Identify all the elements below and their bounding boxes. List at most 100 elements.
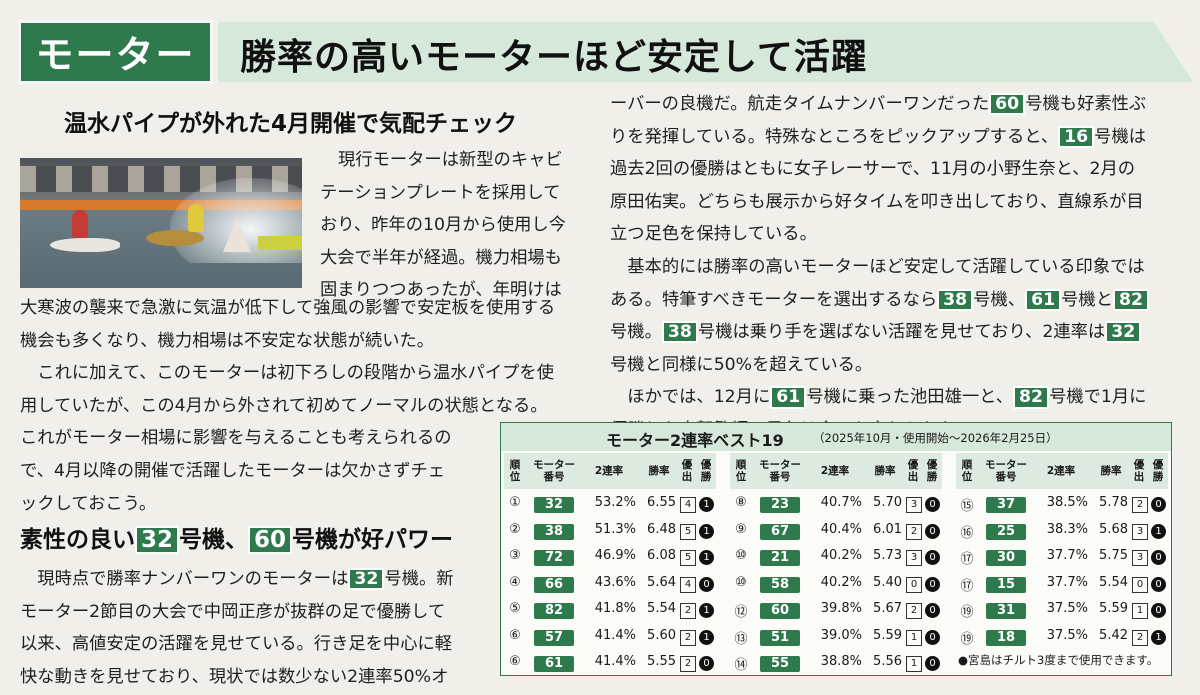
cell-rank: ⑨ xyxy=(735,521,747,537)
cell-motor: 18 xyxy=(986,629,1026,646)
cell-rank: ⑭ xyxy=(734,658,748,673)
table-row: ⑰ 30 37.7% 5.75 3 0 xyxy=(956,544,1168,570)
cell-runner: 2 xyxy=(1132,497,1148,513)
cell-motor: 23 xyxy=(760,497,800,513)
cell-victory: 0 xyxy=(699,656,714,671)
header-rate: 2連率 xyxy=(820,465,850,477)
cell-win: 5.68 xyxy=(1099,521,1128,537)
cell-victory: 0 xyxy=(925,629,940,645)
cell-rate: 38.5% xyxy=(1046,495,1088,510)
cell-victory: 1 xyxy=(699,603,714,618)
cell-rate: 41.8% xyxy=(594,601,636,616)
cell-rate: 51.3% xyxy=(594,521,636,537)
header-win: 勝率 xyxy=(1100,465,1122,477)
header-runner: 優出 xyxy=(681,459,693,483)
cell-victory: 0 xyxy=(1151,550,1166,565)
cell-rate: 39.8% xyxy=(820,601,862,616)
cell-motor: 30 xyxy=(986,550,1026,566)
cell-rank: ⑯ xyxy=(960,525,974,541)
article-header: モーター 勝率の高いモーターほど安定して活躍 xyxy=(18,20,1193,84)
header-rate: 2連率 xyxy=(1046,465,1076,477)
cell-motor: 57 xyxy=(534,629,574,646)
cell-runner: 2 xyxy=(1132,629,1148,646)
cell-victory: 0 xyxy=(925,523,940,539)
cell-runner: 1 xyxy=(906,656,922,672)
cell-victory: 1 xyxy=(699,497,714,512)
cell-motor: 58 xyxy=(760,576,800,593)
cell-win: 5.54 xyxy=(647,601,676,616)
table-header: 順位 モーター番号 2連率 勝率 優出 優勝 xyxy=(956,453,1168,489)
cell-runner: 1 xyxy=(906,629,922,646)
cell-victory: 1 xyxy=(699,629,714,645)
motor-number-badge: 61 xyxy=(1025,288,1062,311)
turn-buoy xyxy=(223,218,251,252)
cell-rate: 37.7% xyxy=(1046,574,1088,590)
cell-motor: 15 xyxy=(986,576,1026,593)
motor-number-badge: 60 xyxy=(989,93,1026,116)
cell-win: 5.60 xyxy=(647,627,676,643)
cell-motor: 37 xyxy=(986,497,1026,513)
header-win: 勝率 xyxy=(874,465,896,477)
motor-number-badge: 32 xyxy=(135,526,180,555)
cell-win: 5.78 xyxy=(1099,495,1128,510)
table-header: 順位 モーター番号 2連率 勝率 優出 優勝 xyxy=(730,453,942,489)
motor-ranking-table: モーター2連率ベスト19 （2025年10月・使用開始〜2026年2月25日） … xyxy=(500,422,1172,676)
table-row: ⑭ 55 38.8% 5.56 1 0 xyxy=(730,650,942,676)
cell-victory: 1 xyxy=(1151,629,1166,645)
table-row: ⑰ 15 37.7% 5.54 0 0 xyxy=(956,571,1168,597)
cell-rate: 40.2% xyxy=(820,574,862,590)
cell-runner: 2 xyxy=(906,523,922,540)
cell-win: 6.08 xyxy=(647,548,676,563)
header-victory: 優勝 xyxy=(926,459,938,483)
cell-victory: 0 xyxy=(925,603,940,618)
header-rank: 順位 xyxy=(735,459,747,483)
cell-motor: 82 xyxy=(534,603,574,619)
table-row: ⑩ 21 40.2% 5.73 3 0 xyxy=(730,544,942,570)
cell-victory: 0 xyxy=(1151,576,1166,592)
cell-victory: 0 xyxy=(925,576,940,592)
cell-win: 6.55 xyxy=(647,495,676,510)
cell-runner: 4 xyxy=(680,497,696,513)
cell-runner: 3 xyxy=(1132,523,1148,540)
right-column-text: ーバーの良機だ。航走タイムナンバーワンだった 60 号機も好素性ぶ りを発揮している… xyxy=(610,88,1190,447)
cell-runner: 2 xyxy=(680,656,696,672)
table-row: ⑤ 82 41.8% 5.54 2 1 xyxy=(504,597,716,623)
cell-rank: ⑩ xyxy=(735,574,747,590)
section-tag: モーター xyxy=(18,20,213,84)
cell-rank: ② xyxy=(509,521,521,537)
header-rank: 順位 xyxy=(509,459,521,483)
cell-rank: ① xyxy=(509,495,521,510)
motor-number-badge: 16 xyxy=(1058,125,1095,148)
table-row: ⑥ 61 41.4% 5.55 2 0 xyxy=(504,650,716,676)
header-win: 勝率 xyxy=(648,465,670,477)
cell-rank: ⑥ xyxy=(509,627,521,643)
cell-runner: 0 xyxy=(1132,576,1148,593)
racer-yellow xyxy=(188,204,204,232)
cell-rate: 38.8% xyxy=(820,654,862,669)
subheading-good-motors: 素性の良い 32 号機、 60 号機が好パワー xyxy=(20,526,454,555)
table-row: ② 38 51.3% 6.48 5 1 xyxy=(504,518,716,544)
cell-rank: ⑲ xyxy=(960,631,974,647)
cell-runner: 3 xyxy=(906,497,922,513)
table-row: ④ 66 43.6% 5.64 4 0 xyxy=(504,571,716,597)
header-motor: モーター番号 xyxy=(533,459,575,483)
cell-rank: ⑫ xyxy=(734,605,748,620)
motor-number-badge: 61 xyxy=(770,386,807,409)
cell-win: 5.67 xyxy=(873,601,902,616)
table-row: ⑧ 23 40.7% 5.70 3 0 xyxy=(730,491,942,517)
boat-race-photo xyxy=(20,158,302,288)
cell-runner: 5 xyxy=(680,550,696,566)
cell-victory: 0 xyxy=(925,550,940,565)
body-paragraph-2: 現時点で勝率ナンバーワンのモーターは 32 号機。新 モーター2節目の大会で中岡正彦… xyxy=(20,568,454,687)
table-row: ③ 72 46.9% 6.08 5 1 xyxy=(504,544,716,570)
cell-rate: 40.2% xyxy=(820,548,862,563)
cell-motor: 67 xyxy=(760,523,800,540)
cell-win: 5.59 xyxy=(873,627,902,643)
cell-rate: 39.0% xyxy=(820,627,862,643)
cell-rank: ⑰ xyxy=(960,552,974,567)
cell-motor: 61 xyxy=(534,656,574,672)
table-row: ⑮ 37 38.5% 5.78 2 0 xyxy=(956,491,1168,517)
cell-win: 5.64 xyxy=(647,574,676,590)
cell-victory: 0 xyxy=(699,576,714,592)
table-footnote: ●宮島はチルト3度まで使用できます。 xyxy=(958,653,1159,667)
